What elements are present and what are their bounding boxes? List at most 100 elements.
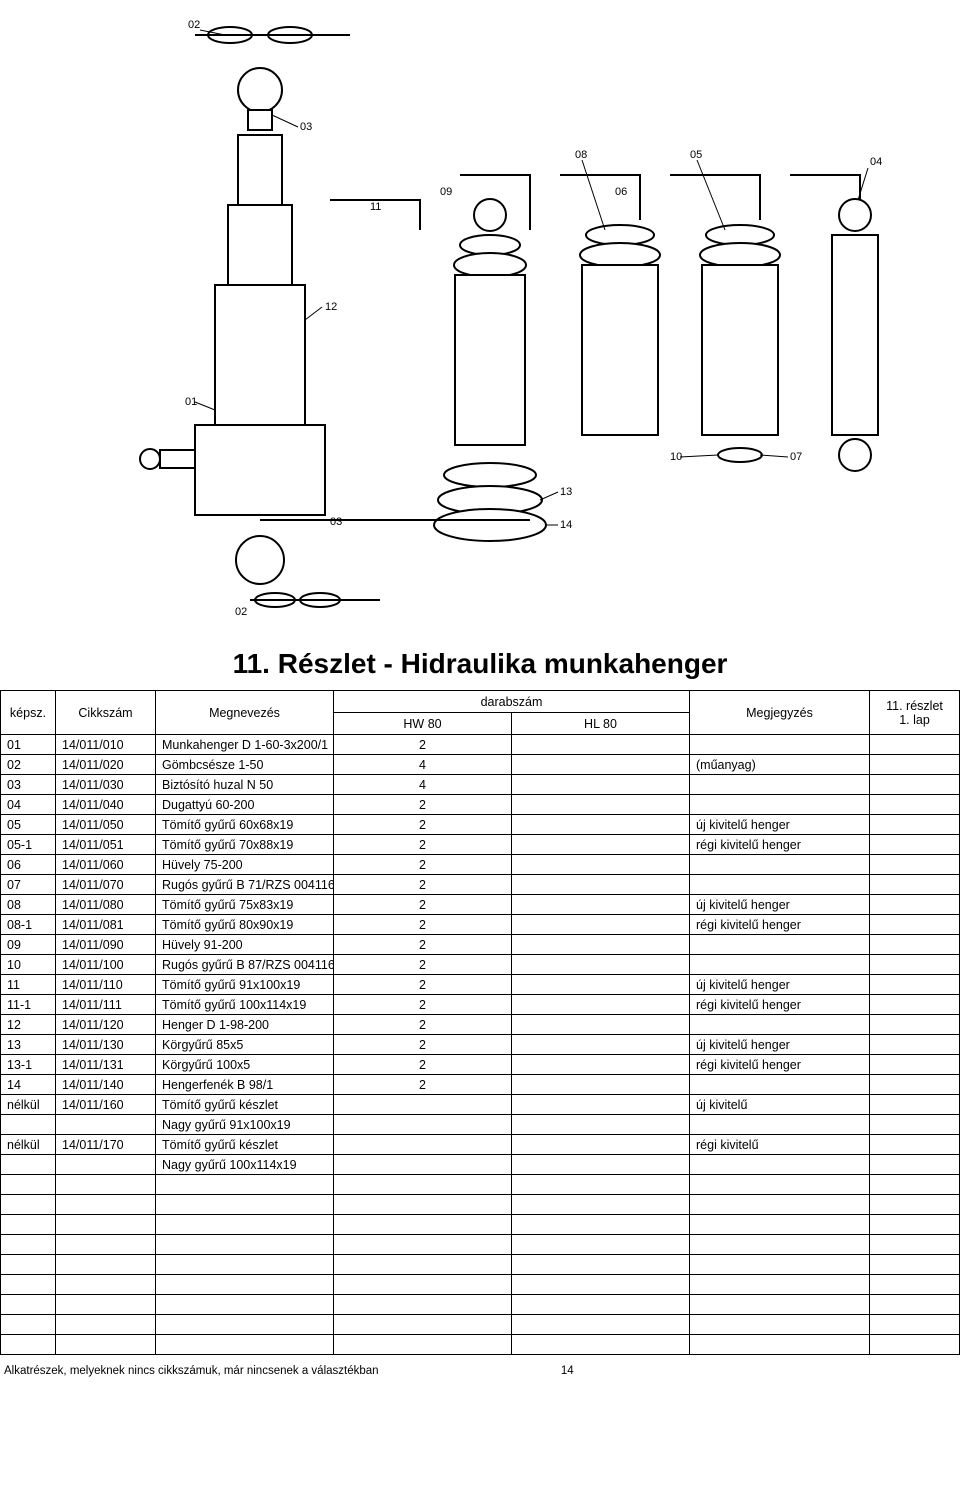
cell-hl80 xyxy=(512,1095,690,1115)
svg-text:06: 06 xyxy=(615,186,627,198)
cell-cikkszam: 14/011/050 xyxy=(56,815,156,835)
table-row xyxy=(1,1175,960,1195)
svg-text:04: 04 xyxy=(870,156,882,168)
table-row: nélkül14/011/160Tömítő gyűrű készletúj k… xyxy=(1,1095,960,1115)
cell-hl80 xyxy=(512,895,690,915)
cell-cikkszam: 14/011/010 xyxy=(56,735,156,755)
cell-megnevezes: Tömítő gyűrű 91x100x19 xyxy=(156,975,334,995)
cell-megjegyzes: új kivitelű henger xyxy=(690,975,870,995)
cell-hl80 xyxy=(512,995,690,1015)
cell-megjegyzes: új kivitelű henger xyxy=(690,895,870,915)
table-row xyxy=(1,1235,960,1255)
cell-reszlet xyxy=(870,795,960,815)
diagram-svg: 02 03 11 12 01 09 08 06 05 04 10 07 13 1… xyxy=(0,0,960,640)
cell-reszlet xyxy=(870,1095,960,1115)
cell-hw80 xyxy=(334,1115,512,1135)
cell-megjegyzes xyxy=(690,955,870,975)
cell-hw80 xyxy=(334,1135,512,1155)
cell-megnevezes: Nagy gyűrű 100x114x19 xyxy=(156,1155,334,1175)
th-megjegyzes: Megjegyzés xyxy=(690,691,870,735)
table-row: Nagy gyűrű 91x100x19 xyxy=(1,1115,960,1135)
svg-text:03: 03 xyxy=(300,121,312,133)
cell-reszlet xyxy=(870,935,960,955)
cell-megjegyzes xyxy=(690,875,870,895)
table-row xyxy=(1,1215,960,1235)
table-row: 0214/011/020Gömbcsésze 1-504(műanyag) xyxy=(1,755,960,775)
th-darabszam: darabszám xyxy=(334,691,690,713)
table-row: 0414/011/040Dugattyú 60-2002 xyxy=(1,795,960,815)
exploded-diagram: 02 03 11 12 01 09 08 06 05 04 10 07 13 1… xyxy=(0,0,960,640)
cell-kepsz: 09 xyxy=(1,935,56,955)
cell-kepsz: 11 xyxy=(1,975,56,995)
cell-megjegyzes xyxy=(690,1115,870,1135)
cell-megjegyzes xyxy=(690,1075,870,1095)
svg-text:07: 07 xyxy=(790,451,802,463)
cell-megjegyzes: régi kivitelű henger xyxy=(690,835,870,855)
cell-megjegyzes: új kivitelű xyxy=(690,1095,870,1115)
svg-text:08: 08 xyxy=(575,149,587,161)
cell-hl80 xyxy=(512,1115,690,1135)
cell-hl80 xyxy=(512,1135,690,1155)
table-row: 0614/011/060Hüvely 75-2002 xyxy=(1,855,960,875)
th-kepsz: képsz. xyxy=(1,691,56,735)
cell-hl80 xyxy=(512,815,690,835)
table-row: 1014/011/100Rugós gyűrű B 87/RZS 0041162 xyxy=(1,955,960,975)
cell-cikkszam: 14/011/140 xyxy=(56,1075,156,1095)
cell-megjegyzes: (műanyag) xyxy=(690,755,870,775)
cell-hw80 xyxy=(334,1095,512,1115)
svg-text:11: 11 xyxy=(370,201,381,213)
cell-kepsz: nélkül xyxy=(1,1135,56,1155)
cell-kepsz: 08-1 xyxy=(1,915,56,935)
table-row: 0914/011/090Hüvely 91-2002 xyxy=(1,935,960,955)
cell-hw80: 2 xyxy=(334,1035,512,1055)
cell-megnevezes: Tömítő gyűrű készlet xyxy=(156,1135,334,1155)
cell-cikkszam: 14/011/080 xyxy=(56,895,156,915)
parts-table: képsz. Cikkszám Megnevezés darabszám Meg… xyxy=(0,690,960,1355)
table-row xyxy=(1,1275,960,1295)
cell-megnevezes: Tömítő gyűrű 60x68x19 xyxy=(156,815,334,835)
cell-hl80 xyxy=(512,955,690,975)
cell-hl80 xyxy=(512,855,690,875)
cell-hl80 xyxy=(512,795,690,815)
cell-cikkszam: 14/011/170 xyxy=(56,1135,156,1155)
page-title: 11. Részlet - Hidraulika munkahenger xyxy=(0,648,960,680)
cell-hw80: 2 xyxy=(334,735,512,755)
cell-hl80 xyxy=(512,935,690,955)
cell-hw80: 2 xyxy=(334,915,512,935)
table-row: 0114/011/010Munkahenger D 1-60-3x200/12 xyxy=(1,735,960,755)
cell-reszlet xyxy=(870,995,960,1015)
cell-hl80 xyxy=(512,1075,690,1095)
cell-reszlet xyxy=(870,915,960,935)
cell-kepsz xyxy=(1,1115,56,1135)
cell-megjegyzes: új kivitelű henger xyxy=(690,815,870,835)
cell-megjegyzes xyxy=(690,775,870,795)
cell-hw80: 2 xyxy=(334,835,512,855)
cell-kepsz: 07 xyxy=(1,875,56,895)
cell-megjegyzes: régi kivitelű henger xyxy=(690,1055,870,1075)
cell-megnevezes: Biztósító huzal N 50 xyxy=(156,775,334,795)
cell-reszlet xyxy=(870,1015,960,1035)
cell-hl80 xyxy=(512,755,690,775)
cell-hw80: 2 xyxy=(334,955,512,975)
cell-reszlet xyxy=(870,875,960,895)
cell-kepsz: 13-1 xyxy=(1,1055,56,1075)
svg-text:02: 02 xyxy=(235,606,247,618)
cell-cikkszam: 14/011/040 xyxy=(56,795,156,815)
cell-reszlet xyxy=(870,1155,960,1175)
cell-megnevezes: Henger D 1-98-200 xyxy=(156,1015,334,1035)
th-hl80: HL 80 xyxy=(512,713,690,735)
table-row: 05-114/011/051Tömítő gyűrű 70x88x192régi… xyxy=(1,835,960,855)
th-megnevezes: Megnevezés xyxy=(156,691,334,735)
cell-reszlet xyxy=(870,755,960,775)
svg-text:13: 13 xyxy=(560,486,572,498)
cell-megnevezes: Hüvely 91-200 xyxy=(156,935,334,955)
cell-cikkszam: 14/011/070 xyxy=(56,875,156,895)
cell-megjegyzes xyxy=(690,935,870,955)
table-row: nélkül14/011/170Tömítő gyűrű készletrégi… xyxy=(1,1135,960,1155)
cell-kepsz: 01 xyxy=(1,735,56,755)
cell-kepsz: 14 xyxy=(1,1075,56,1095)
cell-kepsz: 12 xyxy=(1,1015,56,1035)
table-row: 0514/011/050Tömítő gyűrű 60x68x192új kiv… xyxy=(1,815,960,835)
th-reszlet-line2: 1. lap xyxy=(899,713,930,727)
table-row xyxy=(1,1335,960,1355)
